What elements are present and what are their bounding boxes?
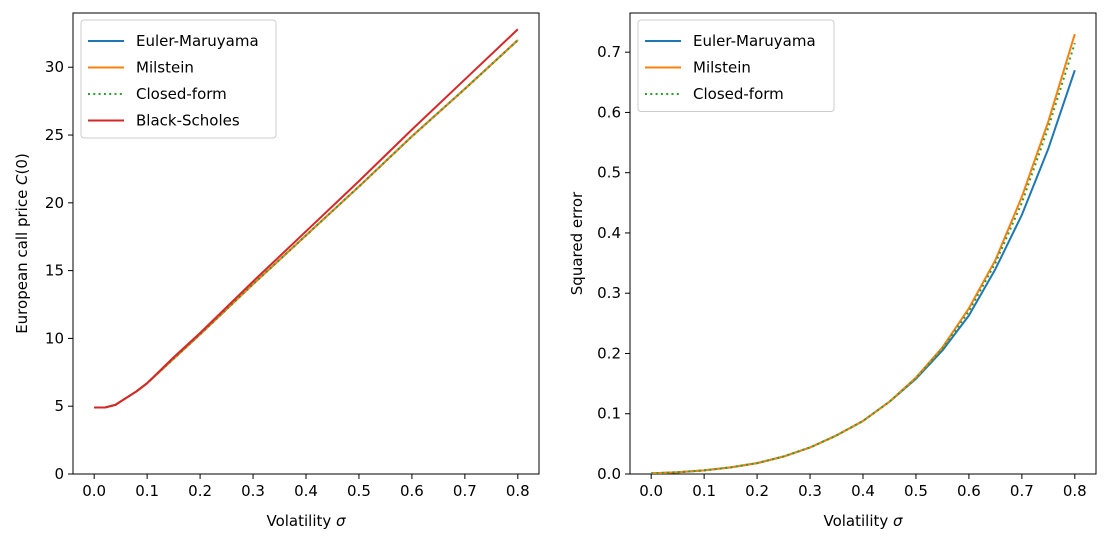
left-x-tick-label: 0.2 xyxy=(188,482,212,500)
left-y-tick-label: 30 xyxy=(45,58,64,76)
right-legend-label: Euler-Maruyama xyxy=(693,32,816,50)
right-chart: 0.0 0.1 0.2 0.3 0.4 0.5 0.6 0.7 0.8 0.0 0.1 0.2 0.3 0… xyxy=(568,12,1097,530)
left-y-tick-label: 0 xyxy=(54,465,64,483)
right-y-tick-label: 0.3 xyxy=(597,284,621,302)
left-y-axis-label: European call price C(0) xyxy=(13,153,31,334)
right-legend-label: Milstein xyxy=(693,59,751,77)
right-x-axis-label: Volatility σ xyxy=(823,512,903,530)
left-legend-label: Black-Scholes xyxy=(136,112,240,130)
right-x-tick-label: 0.5 xyxy=(904,482,928,500)
right-x-tick-label: 0.3 xyxy=(798,482,822,500)
left-series-black-scholes-line xyxy=(94,28,519,409)
left-legend-label: Closed-form xyxy=(136,85,227,103)
right-x-tick-label: 0.1 xyxy=(692,482,716,500)
left-x-tick-label: 0.5 xyxy=(347,482,371,500)
left-y-tick-label: 5 xyxy=(54,397,64,415)
right-y-axis-label: Squared error xyxy=(568,191,586,295)
right-y-tick-label: 0.7 xyxy=(597,43,621,61)
left-x-tick-label: 0.4 xyxy=(294,482,318,500)
left-x-tick-label: 0.7 xyxy=(453,482,477,500)
left-y-tick-label: 15 xyxy=(45,262,64,280)
left-legend-label: Euler-Maruyama xyxy=(136,32,259,50)
right-y-tick-label: 0.6 xyxy=(597,103,621,121)
left-x-tick-label: 0.3 xyxy=(241,482,265,500)
left-legend: Euler-Maruyama Milstein Closed-form Black-S… xyxy=(80,19,277,139)
right-x-tick-label: 0.7 xyxy=(1010,482,1034,500)
right-y-tick-label: 0.5 xyxy=(597,164,621,182)
left-x-tick-label: 0.8 xyxy=(506,482,530,500)
left-x-tick-label: 0.6 xyxy=(400,482,424,500)
right-legend-label: Closed-form xyxy=(693,85,784,103)
right-legend: Euler-Maruyama Milstein Closed-form xyxy=(637,19,835,112)
right-x-tick-label: 0.0 xyxy=(639,482,663,500)
right-x-tick-label: 0.4 xyxy=(851,482,875,500)
right-y-tick-label: 0.2 xyxy=(597,344,621,362)
right-y-tick-label: 0.0 xyxy=(597,465,621,483)
left-series-closed-form-line xyxy=(94,39,519,409)
left-y-tick-label: 10 xyxy=(45,329,64,347)
left-legend-label: Milstein xyxy=(136,59,194,77)
left-y-tick-label: 25 xyxy=(45,126,64,144)
left-x-tick-label: 0.1 xyxy=(135,482,159,500)
right-x-tick-label: 0.2 xyxy=(745,482,769,500)
right-x-tick-label: 0.6 xyxy=(957,482,981,500)
right-y-tick-label: 0.4 xyxy=(597,224,621,242)
left-legend-box xyxy=(80,19,277,139)
left-y-tick-label: 20 xyxy=(45,194,64,212)
right-x-tick-label: 0.8 xyxy=(1063,482,1087,500)
right-series-closed-form-line xyxy=(651,42,1076,474)
left-x-tick-label: 0.0 xyxy=(82,482,106,500)
right-y-tick-label: 0.1 xyxy=(597,405,621,423)
left-chart: 0.0 0.1 0.2 0.3 0.4 0.5 0.6 0.7 0.8 0 5 10 15 20 25 30 V… xyxy=(13,12,540,530)
left-x-axis-label: Volatility σ xyxy=(266,512,346,530)
right-legend-box xyxy=(637,19,835,112)
